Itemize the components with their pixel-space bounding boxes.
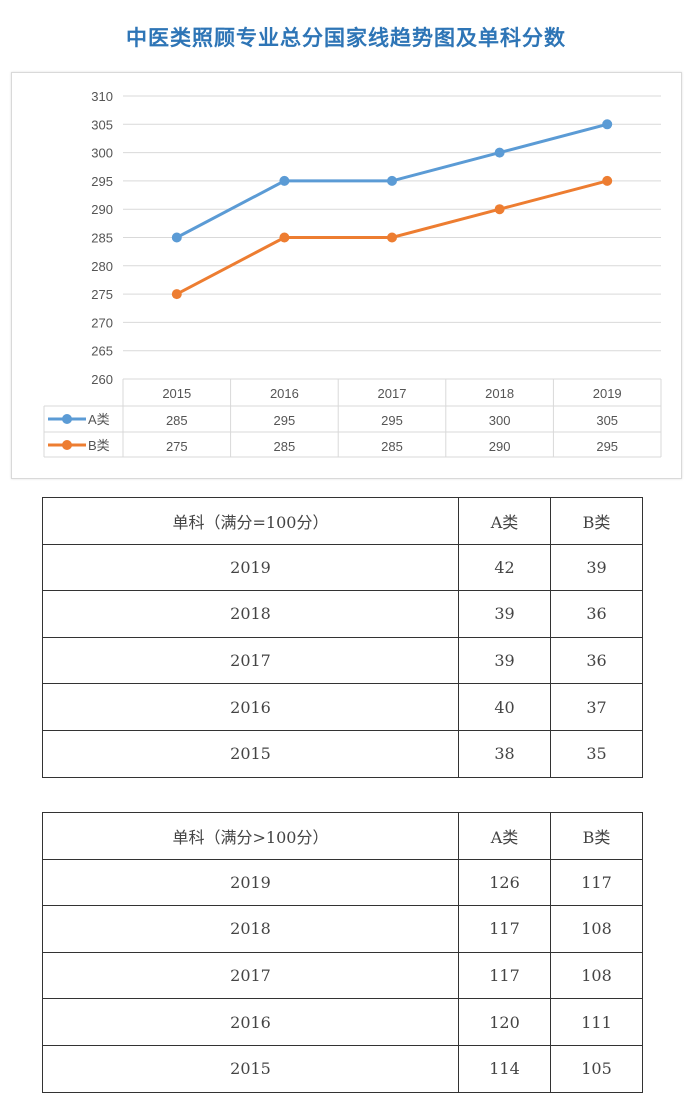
table-row: 2015 114 105 bbox=[42, 1044, 643, 1093]
y-tick-label: 270 bbox=[91, 315, 113, 330]
table-cell: 2015 bbox=[42, 729, 459, 778]
table-cell: 36 bbox=[550, 636, 643, 685]
table-cell: 2019 bbox=[42, 543, 459, 592]
table-cell: 38 bbox=[458, 729, 551, 778]
legend-marker-icon bbox=[62, 440, 72, 450]
data-table-value: 285 bbox=[274, 439, 296, 454]
legend-label: A类 bbox=[88, 412, 110, 427]
y-tick-label: 295 bbox=[91, 174, 113, 189]
table-cell: 120 bbox=[458, 998, 551, 1046]
data-table-value: 295 bbox=[596, 439, 618, 454]
y-tick-label: 310 bbox=[91, 89, 113, 104]
table-cell: B类 bbox=[550, 497, 643, 545]
table-cell: 108 bbox=[550, 951, 643, 1000]
table-row: 2018 39 36 bbox=[42, 590, 643, 638]
single-subject-table-100: 单科（满分=100分） A类 B类 2019 42 39 2018 39 36 2017 39 36 2… bbox=[42, 497, 643, 778]
table-row: 2019 126 117 bbox=[42, 858, 643, 907]
table-cell: 2018 bbox=[42, 905, 459, 953]
table-row: 2017 117 108 bbox=[42, 951, 643, 1000]
y-tick-label: 300 bbox=[91, 146, 113, 161]
y-tick-label: 280 bbox=[91, 259, 113, 274]
table-row: 2018 117 108 bbox=[42, 905, 643, 953]
data-table-value: 275 bbox=[166, 439, 188, 454]
data-table-value: 295 bbox=[274, 413, 296, 428]
data-point bbox=[279, 175, 290, 186]
table-header-row: 单科（满分=100分） A类 B类 bbox=[42, 497, 643, 545]
x-tick-label: 2018 bbox=[485, 386, 514, 401]
data-point bbox=[602, 119, 613, 130]
single-subject-table-over-100: 单科（满分>100分） A类 B类 2019 126 117 2018 117 108 2017 1… bbox=[42, 812, 643, 1093]
table-cell: 105 bbox=[550, 1044, 643, 1093]
x-tick-label: 2017 bbox=[378, 386, 407, 401]
legend-label: B类 bbox=[88, 438, 110, 453]
y-tick-label: 305 bbox=[91, 117, 113, 132]
data-point bbox=[494, 204, 505, 215]
data-point bbox=[387, 232, 397, 243]
table-cell: 36 bbox=[550, 590, 643, 638]
table-cell: B类 bbox=[550, 812, 643, 860]
table-cell: 39 bbox=[458, 636, 551, 685]
y-tick-label: 275 bbox=[91, 287, 113, 302]
page-title: 中医类照顾专业总分国家线趋势图及单科分数 bbox=[126, 25, 566, 50]
data-point bbox=[171, 289, 182, 300]
table-cell: 108 bbox=[550, 905, 643, 953]
table-cell: A类 bbox=[458, 497, 551, 545]
y-tick-label: 260 bbox=[91, 372, 113, 387]
table-cell: 单科（满分=100分） bbox=[42, 497, 459, 545]
data-point bbox=[387, 175, 397, 186]
table-cell: 39 bbox=[550, 543, 643, 592]
data-point bbox=[494, 147, 505, 158]
data-point bbox=[171, 232, 182, 243]
data-point bbox=[602, 175, 613, 186]
data-table-value: 300 bbox=[489, 413, 511, 428]
legend-marker-icon bbox=[62, 414, 72, 424]
x-tick-label: 2015 bbox=[162, 386, 191, 401]
table-cell: A类 bbox=[458, 812, 551, 860]
table-cell: 2016 bbox=[42, 683, 459, 731]
table-header-row: 单科（满分>100分） A类 B类 bbox=[42, 812, 643, 860]
line-chart: 260 265 270 275 280 285 290 295 300 305 310 2015 201… bbox=[11, 72, 682, 479]
table-row: 2017 39 36 bbox=[42, 636, 643, 685]
table-row: 2019 42 39 bbox=[42, 543, 643, 592]
data-table-value: 290 bbox=[489, 439, 511, 454]
table-cell: 2019 bbox=[42, 858, 459, 907]
table-cell: 117 bbox=[458, 905, 551, 953]
table-row: 2016 120 111 bbox=[42, 998, 643, 1046]
chart-svg: 260 265 270 275 280 285 290 295 300 305 310 2015 201… bbox=[43, 89, 662, 458]
table-cell: 117 bbox=[458, 951, 551, 1000]
x-tick-label: 2016 bbox=[270, 386, 299, 401]
table-cell: 40 bbox=[458, 683, 551, 731]
table-cell: 2017 bbox=[42, 636, 459, 685]
table-cell: 2018 bbox=[42, 590, 459, 638]
table-cell: 2016 bbox=[42, 998, 459, 1046]
data-table-value: 295 bbox=[381, 413, 403, 428]
y-tick-label: 265 bbox=[91, 344, 113, 359]
data-table-value: 305 bbox=[596, 413, 618, 428]
table-cell: 单科（满分>100分） bbox=[42, 812, 459, 860]
table-cell: 2017 bbox=[42, 951, 459, 1000]
table-cell: 111 bbox=[550, 998, 643, 1046]
table-cell: 2015 bbox=[42, 1044, 459, 1093]
table-cell: 39 bbox=[458, 590, 551, 638]
y-tick-label: 285 bbox=[91, 231, 113, 246]
table-cell: 117 bbox=[550, 858, 643, 907]
table-row: 2015 38 35 bbox=[42, 729, 643, 778]
table-cell: 42 bbox=[458, 543, 551, 592]
data-point bbox=[279, 232, 290, 243]
x-tick-label: 2019 bbox=[593, 386, 622, 401]
data-table-value: 285 bbox=[166, 413, 188, 428]
table-cell: 114 bbox=[458, 1044, 551, 1093]
table-cell: 35 bbox=[550, 729, 643, 778]
table-cell: 126 bbox=[458, 858, 551, 907]
table-row: 2016 40 37 bbox=[42, 683, 643, 731]
table-cell: 37 bbox=[550, 683, 643, 731]
y-tick-label: 290 bbox=[91, 202, 113, 217]
data-table-value: 285 bbox=[381, 439, 403, 454]
